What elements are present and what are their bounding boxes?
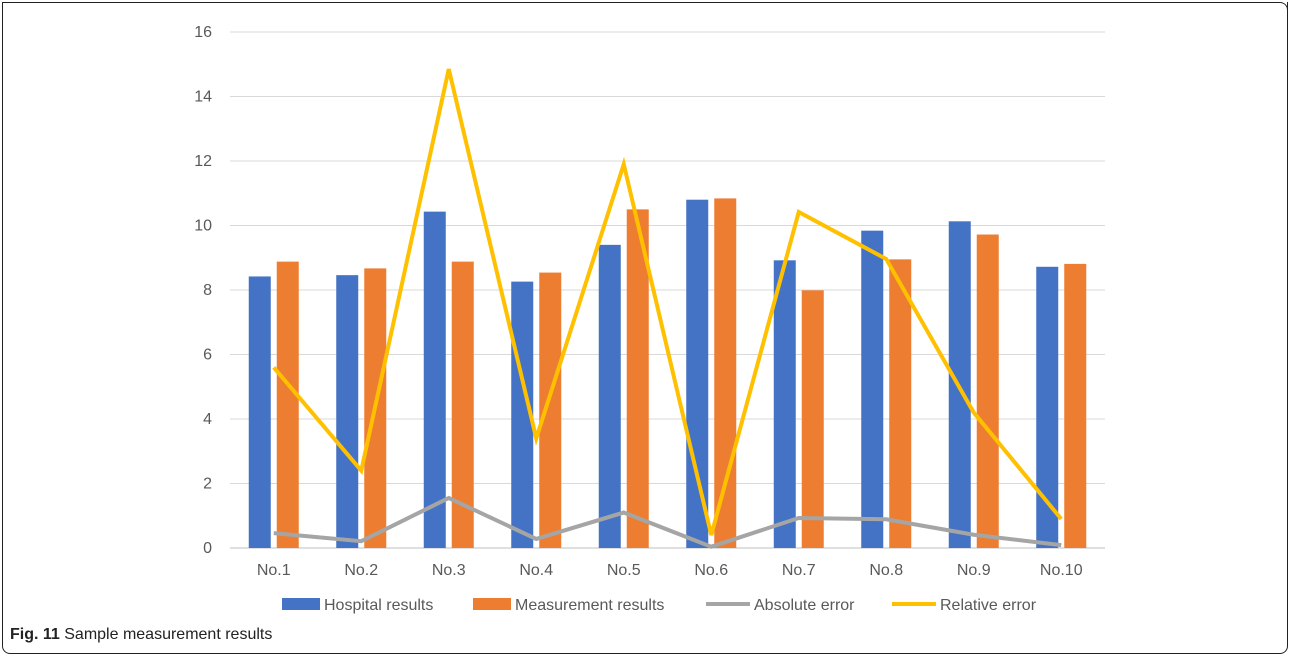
x-tick-label: No.9 bbox=[957, 562, 991, 579]
bar bbox=[539, 272, 562, 548]
bar bbox=[861, 230, 884, 548]
x-tick-label: No.3 bbox=[432, 562, 466, 579]
y-tick-label: 10 bbox=[194, 218, 212, 235]
legend: Hospital results Measurement results Absol… bbox=[282, 597, 1037, 614]
bar bbox=[1036, 266, 1059, 548]
x-tick-label: No.2 bbox=[344, 562, 378, 579]
y-axis-ticks: 0 2 4 6 8 10 12 14 16 bbox=[194, 24, 212, 557]
legend-label: Absolute error bbox=[754, 597, 855, 614]
y-tick-label: 12 bbox=[194, 153, 212, 170]
legend-swatch bbox=[473, 598, 511, 610]
lines bbox=[272, 68, 1063, 549]
legend-label: Measurement results bbox=[515, 597, 664, 614]
bar bbox=[423, 211, 446, 548]
bar bbox=[773, 260, 796, 548]
y-tick-label: 6 bbox=[203, 347, 212, 364]
bar bbox=[714, 198, 737, 548]
legend-label: Hospital results bbox=[324, 597, 433, 614]
bars bbox=[248, 198, 1087, 548]
bar bbox=[626, 209, 649, 548]
legend-swatch bbox=[282, 598, 320, 610]
y-tick-label: 2 bbox=[203, 476, 212, 493]
bar bbox=[1064, 263, 1087, 548]
x-tick-label: No.10 bbox=[1040, 562, 1083, 579]
bar bbox=[976, 234, 999, 548]
x-tick-label: No.8 bbox=[869, 562, 903, 579]
x-tick-label: No.6 bbox=[694, 562, 728, 579]
x-tick-label: No.5 bbox=[607, 562, 641, 579]
y-tick-label: 0 bbox=[203, 540, 212, 557]
x-tick-label: No.4 bbox=[519, 562, 553, 579]
x-tick-label: No.7 bbox=[782, 562, 816, 579]
y-tick-label: 16 bbox=[194, 24, 212, 41]
series-line bbox=[273, 495, 1062, 549]
bar bbox=[801, 290, 824, 548]
figure-caption: Fig. 11 Sample measurement results bbox=[10, 626, 272, 644]
y-tick-label: 8 bbox=[203, 282, 212, 299]
x-tick-label: No.1 bbox=[257, 562, 291, 579]
figure-label: Fig. 11 bbox=[10, 626, 60, 643]
bar bbox=[598, 244, 621, 548]
series-line bbox=[272, 68, 1063, 536]
x-axis-ticks: No.1 No.2 No.3 No.4 No.5 No.6 No.7 No.8 No.9 No.1… bbox=[257, 562, 1083, 579]
figure-caption-text: Sample measurement results bbox=[64, 626, 273, 643]
bar bbox=[276, 261, 299, 548]
y-tick-label: 14 bbox=[194, 89, 212, 106]
y-tick-label: 4 bbox=[203, 411, 212, 428]
bar bbox=[686, 199, 709, 548]
bar bbox=[889, 259, 912, 548]
legend-label: Relative error bbox=[940, 597, 1037, 614]
bar bbox=[451, 261, 474, 548]
bar bbox=[248, 276, 271, 548]
bar bbox=[336, 275, 359, 548]
